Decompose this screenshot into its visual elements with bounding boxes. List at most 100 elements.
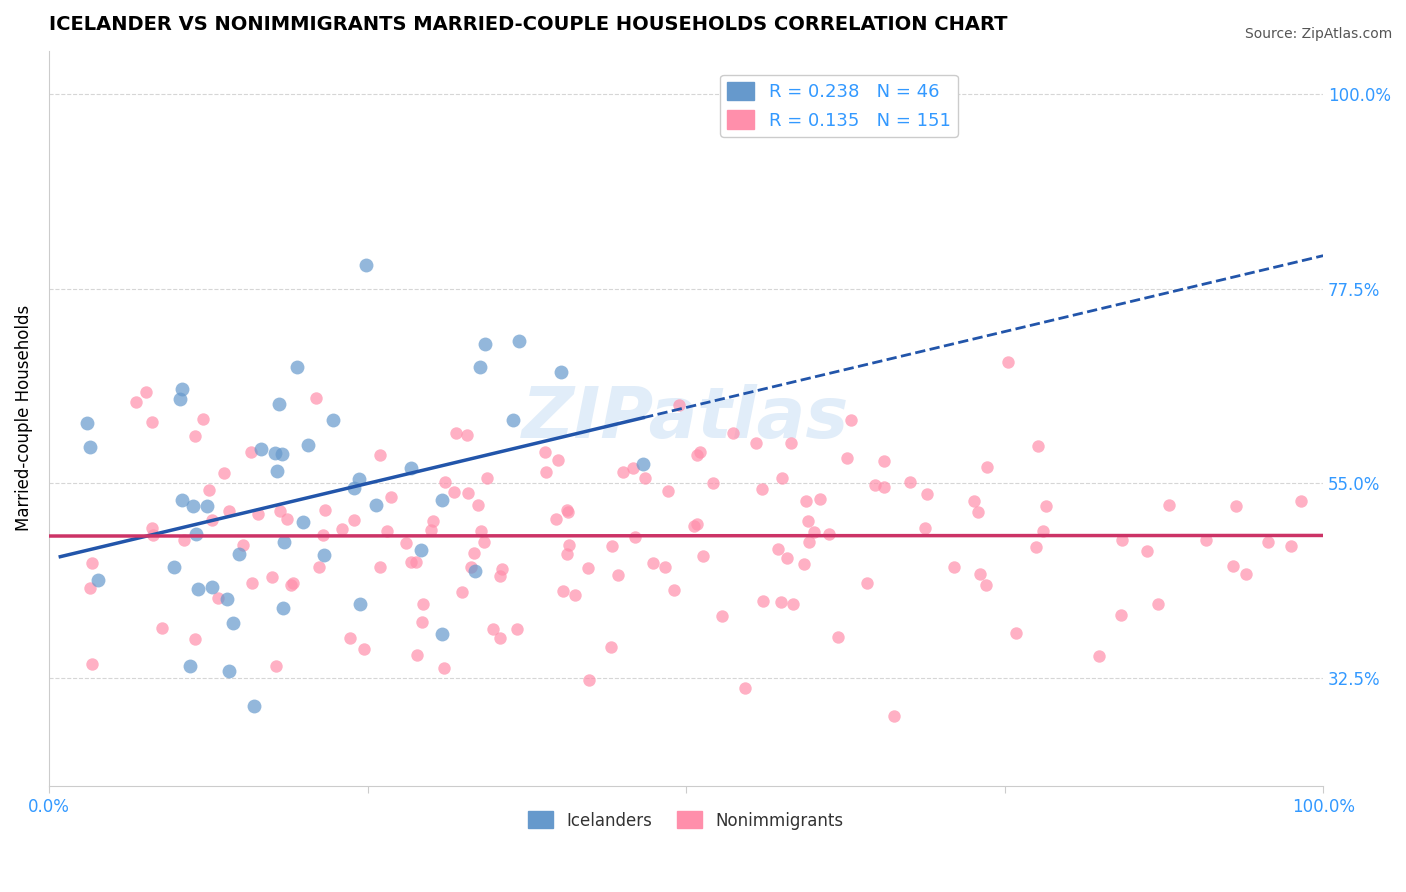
Legend: Icelanders, Nonimmigrants: Icelanders, Nonimmigrants <box>522 805 851 836</box>
Point <box>841 413 863 427</box>
Point <box>1291 494 1313 508</box>
Point <box>308 559 330 574</box>
Point <box>169 392 191 406</box>
Point <box>249 442 271 456</box>
Point <box>80 556 103 570</box>
Point <box>87 574 110 588</box>
Point <box>1026 439 1049 453</box>
Point <box>943 559 966 574</box>
Point <box>534 445 557 459</box>
Point <box>555 503 578 517</box>
Point <box>976 577 998 591</box>
Point <box>621 461 644 475</box>
Point <box>364 498 387 512</box>
Point <box>343 513 366 527</box>
Point <box>150 621 173 635</box>
Point <box>915 487 938 501</box>
Point <box>430 627 453 641</box>
Point <box>218 665 240 679</box>
Point <box>796 494 818 508</box>
Point <box>873 479 896 493</box>
Point <box>243 699 266 714</box>
Point <box>883 709 905 723</box>
Point <box>280 578 302 592</box>
Point <box>797 514 820 528</box>
Point <box>141 415 163 429</box>
Point <box>557 505 579 519</box>
Point <box>375 524 398 538</box>
Point <box>353 642 375 657</box>
Point <box>508 334 530 349</box>
Point <box>330 522 353 536</box>
Point <box>247 507 270 521</box>
Point <box>1032 524 1054 538</box>
Point <box>654 559 676 574</box>
Point <box>607 567 630 582</box>
Point <box>184 429 207 443</box>
Point <box>472 534 495 549</box>
Point <box>631 458 654 472</box>
Point <box>963 494 986 508</box>
Point <box>212 467 235 481</box>
Point <box>467 498 489 512</box>
Point <box>474 337 496 351</box>
Point <box>173 533 195 548</box>
Point <box>734 681 756 695</box>
Point <box>314 548 336 562</box>
Point <box>322 413 344 427</box>
Point <box>264 658 287 673</box>
Point <box>855 576 877 591</box>
Point <box>662 582 685 597</box>
Point <box>468 360 491 375</box>
Point <box>405 648 427 662</box>
Point <box>723 426 745 441</box>
Point <box>430 493 453 508</box>
Point <box>976 459 998 474</box>
Point <box>544 512 567 526</box>
Point <box>179 659 201 673</box>
Point <box>368 449 391 463</box>
Point <box>457 485 479 500</box>
Point <box>599 640 621 654</box>
Point <box>271 601 294 615</box>
Point <box>1234 567 1257 582</box>
Text: ICELANDER VS NONIMMIGRANTS MARRIED-COUPLE HOUSEHOLDS CORRELATION CHART: ICELANDER VS NONIMMIGRANTS MARRIED-COUPL… <box>49 15 1008 34</box>
Point <box>768 541 790 556</box>
Point <box>682 519 704 533</box>
Point <box>273 535 295 549</box>
Point <box>643 556 665 570</box>
Point <box>551 584 574 599</box>
Point <box>349 597 371 611</box>
Point <box>186 527 208 541</box>
Point <box>276 512 298 526</box>
Point <box>1136 543 1159 558</box>
Point <box>409 543 432 558</box>
Point <box>751 482 773 496</box>
Point <box>600 539 623 553</box>
Point <box>1035 500 1057 514</box>
Point <box>564 588 586 602</box>
Point <box>271 447 294 461</box>
Point <box>80 657 103 672</box>
Point <box>502 412 524 426</box>
Point <box>489 569 512 583</box>
Point <box>444 425 467 440</box>
Point <box>863 478 886 492</box>
Point <box>1222 559 1244 574</box>
Point <box>195 500 218 514</box>
Point <box>1157 498 1180 512</box>
Point <box>769 595 792 609</box>
Point <box>172 492 194 507</box>
Point <box>463 546 485 560</box>
Point <box>450 585 472 599</box>
Point <box>141 521 163 535</box>
Point <box>187 582 209 597</box>
Point <box>183 500 205 514</box>
Point <box>198 483 221 497</box>
Point <box>460 560 482 574</box>
Text: ZIPatlas: ZIPatlas <box>523 384 849 453</box>
Point <box>803 525 825 540</box>
Point <box>183 632 205 646</box>
Point <box>433 661 456 675</box>
Point <box>686 448 709 462</box>
